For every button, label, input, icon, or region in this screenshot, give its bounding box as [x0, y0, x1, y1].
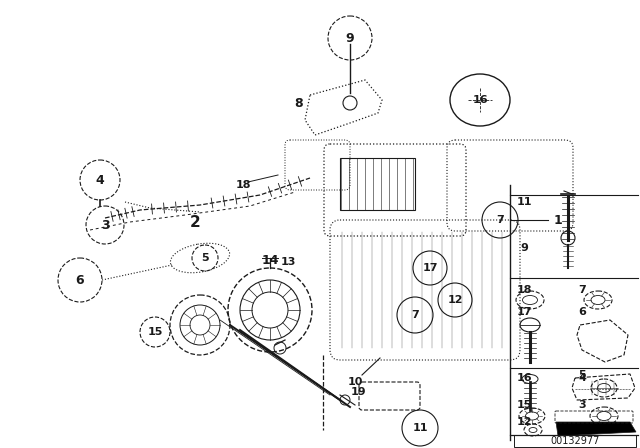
Text: 10: 10	[348, 377, 363, 387]
Text: 19: 19	[350, 387, 366, 397]
Text: 2: 2	[189, 215, 200, 229]
Text: 9: 9	[346, 31, 355, 44]
Text: 11: 11	[412, 423, 428, 433]
Text: 6: 6	[578, 307, 586, 317]
Text: 00132977: 00132977	[550, 436, 600, 446]
Text: 16: 16	[472, 95, 488, 105]
Text: 3: 3	[100, 219, 109, 232]
Text: 11: 11	[516, 197, 532, 207]
Text: 6: 6	[76, 273, 84, 287]
Text: 12: 12	[447, 295, 463, 305]
Text: 18: 18	[516, 285, 532, 295]
Text: 17: 17	[422, 263, 438, 273]
Text: 3: 3	[578, 400, 586, 410]
Polygon shape	[556, 422, 636, 436]
Text: 7: 7	[578, 285, 586, 295]
Text: 7: 7	[411, 310, 419, 320]
Text: 8: 8	[294, 96, 303, 109]
Text: 13: 13	[280, 257, 296, 267]
Text: 18: 18	[236, 180, 251, 190]
Text: 1: 1	[554, 214, 563, 227]
Text: 16: 16	[516, 373, 532, 383]
Text: 15: 15	[516, 400, 532, 410]
Text: 4: 4	[95, 173, 104, 186]
Text: 12: 12	[516, 417, 532, 427]
Text: 7: 7	[496, 215, 504, 225]
Text: 4: 4	[578, 373, 586, 383]
Text: 15: 15	[147, 327, 163, 337]
Text: 5: 5	[578, 370, 586, 380]
Text: 9: 9	[520, 243, 528, 253]
Bar	[340, 158, 415, 210]
Text: 17: 17	[516, 307, 532, 317]
Text: 5: 5	[201, 253, 209, 263]
Text: 14: 14	[261, 254, 279, 267]
